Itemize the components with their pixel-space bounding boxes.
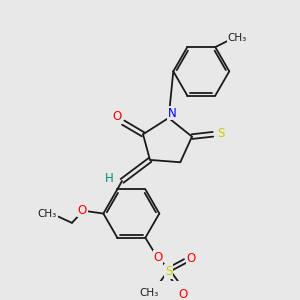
Text: CH₃: CH₃ xyxy=(38,208,57,218)
Text: O: O xyxy=(178,288,187,300)
Text: O: O xyxy=(154,251,163,264)
Text: S: S xyxy=(218,127,225,140)
Text: N: N xyxy=(168,107,176,120)
Text: S: S xyxy=(165,265,172,278)
Text: O: O xyxy=(187,252,196,265)
Text: CH₃: CH₃ xyxy=(139,288,158,298)
Text: H: H xyxy=(105,172,114,185)
Text: O: O xyxy=(78,203,87,217)
Text: O: O xyxy=(113,110,122,123)
Text: CH₃: CH₃ xyxy=(228,33,247,43)
